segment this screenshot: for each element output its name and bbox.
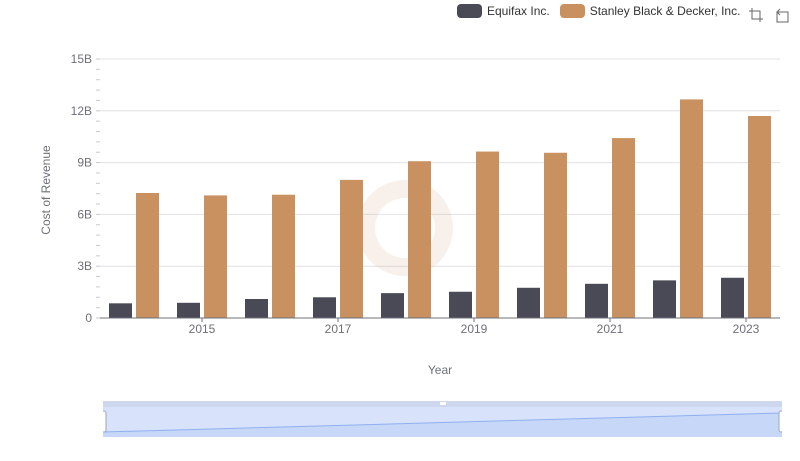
x-tick-label: 2015 [189, 322, 216, 336]
y-axis-title: Cost of Revenue [39, 145, 53, 235]
bar-stanley-2021[interactable] [612, 138, 635, 318]
y-tick-label: 9B [77, 156, 92, 170]
bar-stanley-2023[interactable] [748, 115, 771, 318]
bar-equifax-2022[interactable] [653, 280, 676, 318]
bar-equifax-2017[interactable] [313, 297, 336, 318]
bar-equifax-2014[interactable] [109, 303, 132, 318]
bar-stanley-2015[interactable] [204, 195, 227, 318]
legend-label: Stanley Black & Decker, Inc. [589, 4, 741, 18]
watermark-logo [357, 180, 453, 276]
zoom-right-handle[interactable] [778, 410, 782, 433]
restore-icon[interactable] [774, 7, 790, 23]
zoom-data-shadow-line [103, 412, 782, 433]
zoom-data-shadow-area [103, 413, 782, 437]
x-axis-title: Year [428, 363, 452, 377]
zoom-slider[interactable] [103, 401, 782, 437]
x-tick-label: 2019 [461, 322, 488, 336]
y-tick-label: 0 [85, 311, 92, 325]
legend-item-equifax[interactable]: Equifax Inc. [457, 4, 550, 18]
legend-swatch [457, 4, 482, 18]
bar-stanley-2014[interactable] [136, 192, 159, 318]
bar-stanley-2019[interactable] [476, 151, 499, 318]
bar-equifax-2018[interactable] [381, 293, 404, 318]
bar-equifax-2016[interactable] [245, 299, 268, 318]
y-axis-ticks: 0 3B 6B 9B 12B 15B [71, 52, 100, 325]
bar-stanley-2022[interactable] [680, 99, 703, 319]
bar-series [109, 99, 771, 319]
y-tick-label: 3B [77, 259, 92, 273]
bar-equifax-2015[interactable] [177, 302, 200, 318]
x-tick-label: 2021 [597, 322, 624, 336]
legend-label: Equifax Inc. [487, 4, 550, 18]
zoom-left-handle[interactable] [103, 410, 107, 433]
legend-swatch [559, 4, 585, 18]
bar-equifax-2023[interactable] [721, 277, 744, 318]
bar-equifax-2020[interactable] [517, 287, 540, 318]
bar-stanley-2017[interactable] [340, 179, 363, 318]
y-tick-label: 12B [71, 104, 92, 118]
y-tick-label: 6B [77, 207, 92, 221]
bar-equifax-2021[interactable] [585, 283, 608, 318]
legend-item-stanley[interactable]: Stanley Black & Decker, Inc. [559, 4, 741, 18]
x-tick-label: 2023 [733, 322, 760, 336]
bar-stanley-2018[interactable] [408, 161, 431, 318]
bar-equifax-2019[interactable] [449, 291, 472, 318]
bar-stanley-2020[interactable] [544, 152, 567, 318]
zoom-select-icon[interactable] [748, 7, 764, 23]
x-axis: 2015 2017 2019 2021 2023 [100, 317, 780, 336]
x-tick-label: 2017 [325, 322, 352, 336]
bar-stanley-2016[interactable] [272, 194, 295, 318]
zoom-drag-handle[interactable] [440, 402, 446, 405]
y-tick-label: 15B [71, 52, 92, 66]
legend: Equifax Inc. Stanley Black & Decker, Inc… [457, 4, 750, 18]
